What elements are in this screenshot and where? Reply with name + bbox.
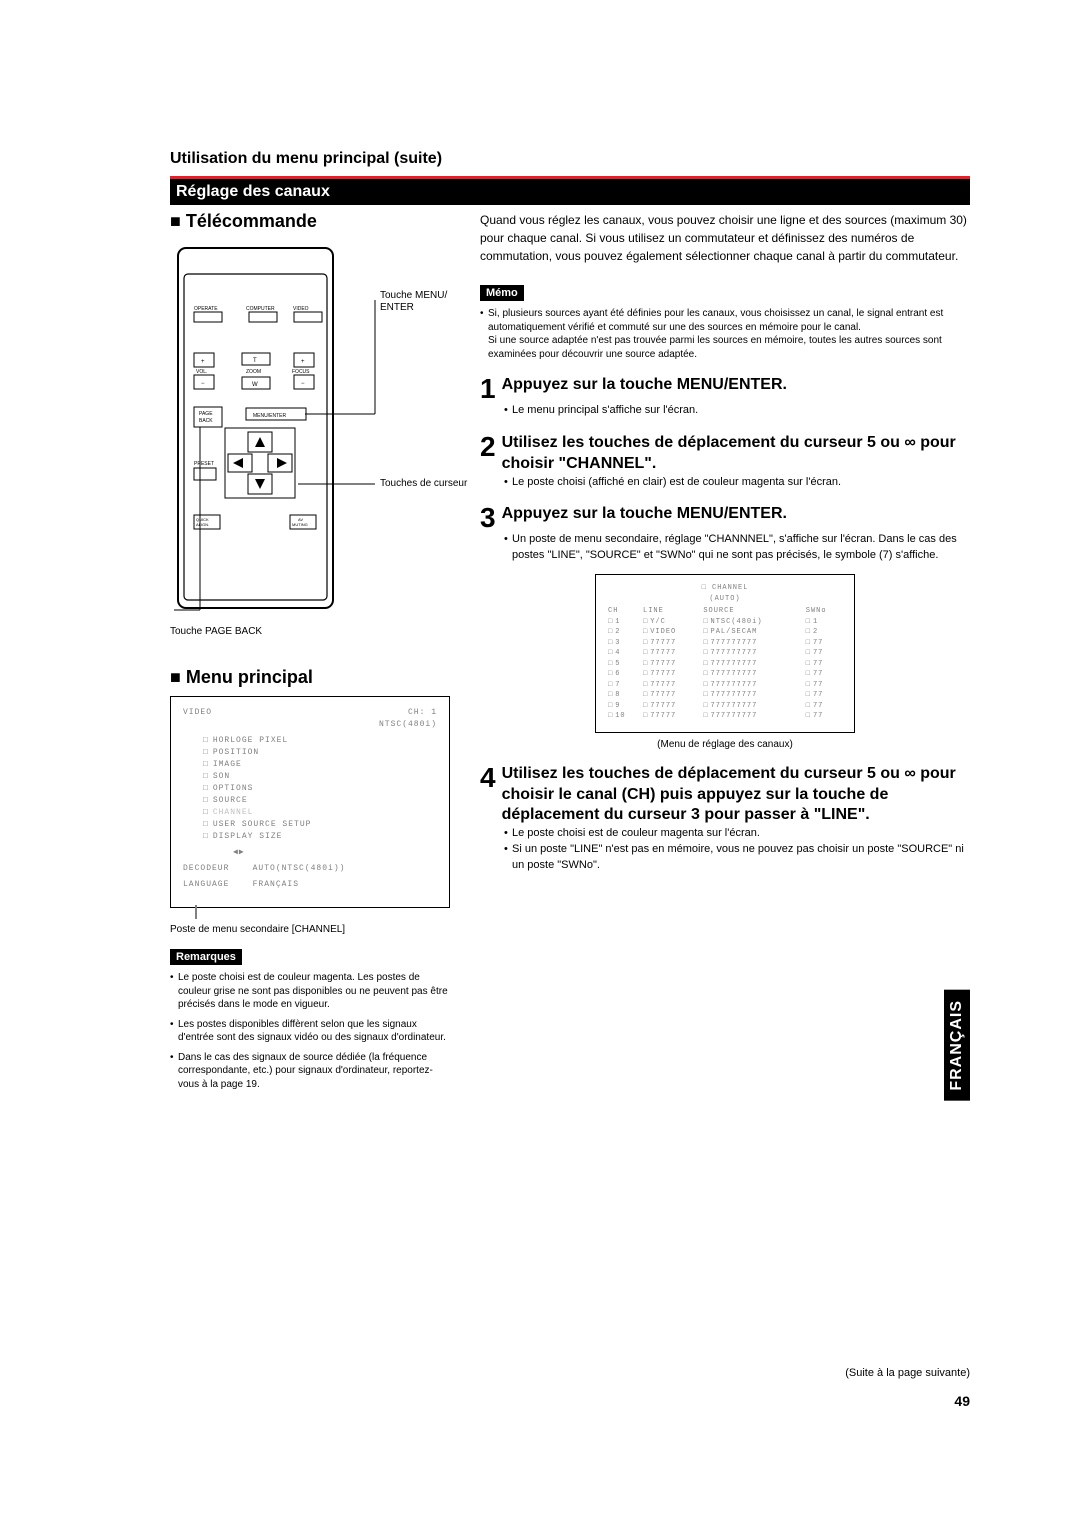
step-1-title: Appuyez sur la touche MENU/ENTER. bbox=[502, 375, 787, 396]
page-header: Utilisation du menu principal (suite) bbox=[170, 150, 970, 168]
menu-item: SOURCE bbox=[203, 795, 437, 807]
step-4-body1: Le poste choisi est de couleur magenta s… bbox=[504, 826, 970, 842]
language-tab: FRANÇAIS bbox=[944, 990, 970, 1101]
channel-caption: (Menu de réglage des canaux) bbox=[480, 739, 970, 750]
menu-language-val: FRANÇAIS bbox=[253, 880, 299, 889]
svg-text:−: − bbox=[301, 381, 305, 387]
remarques-list: Le poste choisi est de couleur magenta. … bbox=[170, 971, 450, 1091]
intro-text: Quand vous réglez les canaux, vous pouve… bbox=[480, 211, 970, 265]
menu-item-selected: CHANNEL bbox=[203, 807, 437, 819]
step-2-body: Le poste choisi (affiché en clair) est d… bbox=[504, 475, 970, 491]
remarque-item: Les postes disponibles diffèrent selon q… bbox=[170, 1018, 450, 1045]
menu-item: POSITION bbox=[203, 747, 437, 759]
svg-text:PAGE: PAGE bbox=[199, 411, 213, 417]
telecommande-heading: ■ Télécommande bbox=[170, 211, 450, 232]
svg-text:MUTING: MUTING bbox=[292, 522, 308, 527]
step-2: 2 Utilisez les touches de déplacement du… bbox=[480, 433, 970, 475]
channel-hdr-sub: (AUTO) bbox=[709, 595, 740, 603]
svg-text:BACK: BACK bbox=[199, 418, 213, 424]
memo-head: Mémo bbox=[480, 285, 524, 301]
step-1: 1 Appuyez sur la touche MENU/ENTER. bbox=[480, 375, 970, 403]
svg-text:OPERATE: OPERATE bbox=[194, 306, 218, 312]
channel-menu-box: □ CHANNEL (AUTO) CH LINE SOURCE SWNo 1Y/… bbox=[595, 574, 855, 733]
annot-menu-enter: Touche MENU/ ENTER bbox=[380, 290, 470, 314]
menu-decodeur-val: AUTO(NTSC(480i)) bbox=[253, 864, 346, 873]
remarque-item: Dans le cas des signaux de source dédiée… bbox=[170, 1051, 450, 1092]
channel-hdr-icon: □ bbox=[702, 584, 707, 592]
svg-text:ALIGN.: ALIGN. bbox=[196, 522, 209, 527]
step-1-body: Le menu principal s'affiche sur l'écran. bbox=[504, 403, 970, 419]
annot-cursor-keys: Touches de curseur bbox=[380, 478, 470, 490]
menu-item: SON bbox=[203, 771, 437, 783]
step-2-title: Utilisez les touches de déplacement du c… bbox=[502, 433, 970, 475]
svg-text:+: + bbox=[201, 359, 205, 365]
memo-body: Si, plusieurs sources ayant été définies… bbox=[480, 307, 970, 361]
step-3-num: 3 bbox=[480, 504, 496, 532]
step-4: 4 Utilisez les touches de déplacement du… bbox=[480, 764, 970, 826]
main-menu-box: VIDEO CH: 1 NTSC(480i) HORLOGE PIXEL POS… bbox=[170, 696, 450, 908]
memo-line2: Si une source adaptée n'est pas trouvée … bbox=[488, 335, 942, 360]
memo-line1: Si, plusieurs sources ayant été définies… bbox=[488, 308, 943, 333]
col-ch: CH bbox=[606, 606, 641, 617]
svg-text:W: W bbox=[252, 382, 258, 388]
menu-ch: CH: 1 bbox=[408, 708, 437, 717]
svg-text:ZOOM: ZOOM bbox=[246, 369, 261, 375]
menu-decodeur: DECODEUR bbox=[183, 864, 229, 873]
menu-language: LANGUAGE bbox=[183, 880, 229, 889]
svg-text:VOL.: VOL. bbox=[196, 369, 207, 375]
channel-hdr-text: CHANNEL bbox=[712, 584, 748, 592]
step-3-title: Appuyez sur la touche MENU/ENTER. bbox=[502, 504, 787, 525]
menu-top-left: VIDEO bbox=[183, 707, 212, 731]
svg-text:MENU/ENTER: MENU/ENTER bbox=[253, 413, 286, 419]
menu-item: HORLOGE PIXEL bbox=[203, 735, 437, 747]
step-3: 3 Appuyez sur la touche MENU/ENTER. bbox=[480, 504, 970, 532]
step-4-num: 4 bbox=[480, 764, 496, 792]
footer-suite: (Suite à la page suivante) bbox=[845, 1367, 970, 1379]
step-4-title: Utilisez les touches de déplacement du c… bbox=[502, 764, 970, 826]
svg-text:COMPUTER: COMPUTER bbox=[246, 306, 275, 312]
menu-src: NTSC(480i) bbox=[379, 720, 437, 729]
remote-diagram: OPERATE COMPUTER VIDEO + − VOL. T W ZOOM… bbox=[170, 240, 380, 620]
col-swno: SWNo bbox=[804, 606, 844, 617]
page-number: 49 bbox=[845, 1393, 970, 1409]
svg-text:T: T bbox=[253, 358, 257, 364]
remarques-head: Remarques bbox=[170, 949, 242, 965]
menu-arrows: ◀▶ bbox=[233, 847, 437, 859]
menu-item: IMAGE bbox=[203, 759, 437, 771]
step-1-num: 1 bbox=[480, 375, 496, 403]
menu-principal-heading: ■ Menu principal bbox=[170, 667, 450, 688]
step-4-body2: Si un poste "LINE" n'est pas en mémoire,… bbox=[504, 842, 970, 874]
col-line: LINE bbox=[641, 606, 701, 617]
remarque-item: Le poste choisi est de couleur magenta. … bbox=[170, 971, 450, 1012]
svg-text:+: + bbox=[301, 359, 305, 365]
col-source: SOURCE bbox=[701, 606, 803, 617]
svg-text:PRESET: PRESET bbox=[194, 461, 214, 467]
menu-item: DISPLAY SIZE bbox=[203, 831, 437, 843]
svg-text:FOCUS: FOCUS bbox=[292, 369, 310, 375]
channel-table: CH LINE SOURCE SWNo 1Y/CNTSC(480i)1 2VID… bbox=[606, 606, 844, 722]
svg-text:VIDEO: VIDEO bbox=[293, 306, 309, 312]
menu-item: OPTIONS bbox=[203, 783, 437, 795]
step-2-num: 2 bbox=[480, 433, 496, 461]
title-bar: Réglage des canaux bbox=[170, 176, 970, 205]
svg-text:−: − bbox=[201, 381, 205, 387]
remote-caption: Touche PAGE BACK bbox=[170, 626, 450, 637]
menu-item: USER SOURCE SETUP bbox=[203, 819, 437, 831]
step-3-body: Un poste de menu secondaire, réglage "CH… bbox=[504, 532, 970, 564]
menu-caption: Poste de menu secondaire [CHANNEL] bbox=[170, 924, 450, 935]
